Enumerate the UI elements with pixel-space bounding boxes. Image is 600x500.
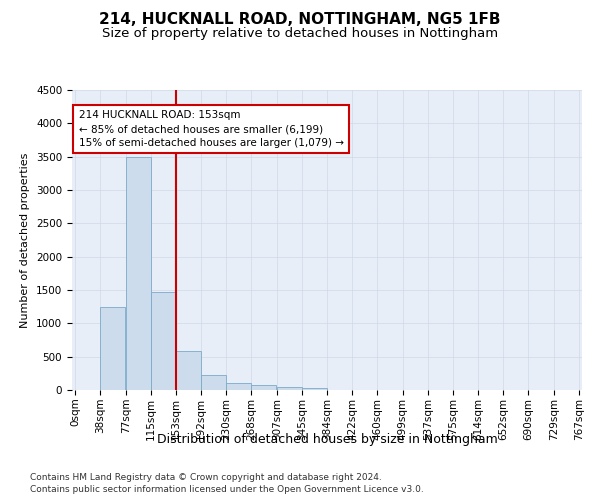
Bar [302, 388, 326, 390]
Text: 214 HUCKNALL ROAD: 153sqm
← 85% of detached houses are smaller (6,199)
15% of se: 214 HUCKNALL ROAD: 153sqm ← 85% of detac… [79, 110, 344, 148]
Text: Size of property relative to detached houses in Nottingham: Size of property relative to detached ho… [102, 28, 498, 40]
Bar [226, 383, 251, 390]
Bar [176, 352, 200, 390]
Text: 214, HUCKNALL ROAD, NOTTINGHAM, NG5 1FB: 214, HUCKNALL ROAD, NOTTINGHAM, NG5 1FB [99, 12, 501, 28]
Text: Distribution of detached houses by size in Nottingham: Distribution of detached houses by size … [157, 432, 497, 446]
Text: Contains public sector information licensed under the Open Government Licence v3: Contains public sector information licen… [30, 485, 424, 494]
Text: Contains HM Land Registry data © Crown copyright and database right 2024.: Contains HM Land Registry data © Crown c… [30, 472, 382, 482]
Bar [151, 292, 176, 390]
Bar [100, 306, 125, 390]
Bar [251, 385, 276, 390]
Bar [202, 376, 226, 390]
Bar [126, 156, 151, 390]
Bar [277, 386, 302, 390]
Y-axis label: Number of detached properties: Number of detached properties [20, 152, 31, 328]
